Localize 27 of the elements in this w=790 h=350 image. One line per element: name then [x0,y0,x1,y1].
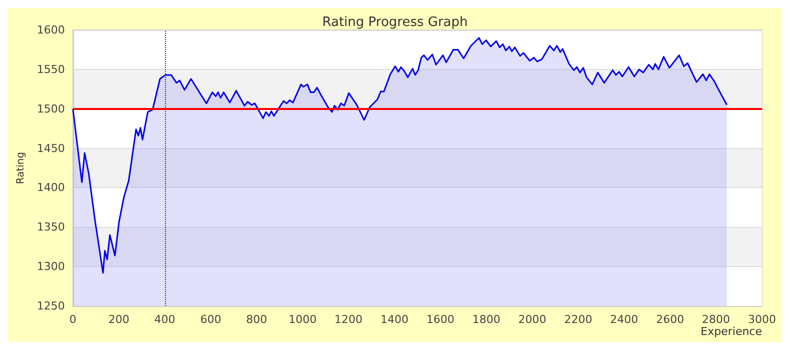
x-tick-label: 800 [246,313,268,326]
y-tick-label: 1300 [36,260,65,274]
x-tick-label: 0 [69,313,76,326]
x-tick-label: 1200 [334,313,363,326]
x-tick-label: 2000 [518,313,546,326]
y-tick-label: 1600 [36,24,65,36]
x-tick-label: 3000 [748,313,776,326]
x-tick-label: 1400 [380,313,408,326]
x-tick-label: 400 [154,313,176,326]
y-tick-label: 1350 [36,220,65,234]
chart-title: Rating Progress Graph [322,15,468,30]
x-tick-label: 200 [108,313,130,326]
x-tick-label: 2400 [610,313,638,326]
y-tick-label: 1400 [36,181,65,194]
x-tick-label: 1600 [426,313,454,326]
y-tick-label: 1250 [36,300,65,312]
x-tick-label: 2600 [656,313,684,326]
x-tick-label: 2200 [564,313,592,326]
y-axis-title: Rating [16,152,26,184]
y-tick-label: 1450 [36,142,65,155]
x-tick-label: 2800 [702,313,730,326]
x-tick-label: 1000 [288,313,317,326]
x-tick-label: 1800 [472,313,500,326]
x-tick-label: 600 [200,313,222,326]
y-tick-label: 1550 [36,62,65,76]
x-axis-title: Experience [700,325,762,338]
y-tick-label: 1500 [36,102,65,116]
